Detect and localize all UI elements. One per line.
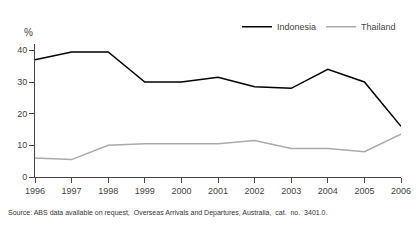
svg-text:2000: 2000 xyxy=(171,186,191,196)
svg-text:2006: 2006 xyxy=(391,186,411,196)
svg-text:Thailand: Thailand xyxy=(361,22,396,32)
svg-text:2004: 2004 xyxy=(318,186,338,196)
svg-text:30: 30 xyxy=(17,77,27,87)
svg-text:1997: 1997 xyxy=(62,186,82,196)
svg-text:0: 0 xyxy=(22,172,27,182)
svg-text:2001: 2001 xyxy=(208,186,228,196)
svg-text:Indonesia: Indonesia xyxy=(277,22,316,32)
svg-text:2002: 2002 xyxy=(245,186,265,196)
svg-text:1998: 1998 xyxy=(98,186,118,196)
svg-text:10: 10 xyxy=(17,140,27,150)
svg-text:2005: 2005 xyxy=(354,186,374,196)
svg-text:1999: 1999 xyxy=(135,186,155,196)
svg-text:Source: ABS data available on: Source: ABS data available on request, O… xyxy=(8,209,328,217)
svg-text:40: 40 xyxy=(17,45,27,55)
svg-text:20: 20 xyxy=(17,109,27,119)
svg-text:%: % xyxy=(24,27,33,38)
svg-text:2003: 2003 xyxy=(281,186,301,196)
svg-text:1996: 1996 xyxy=(25,186,45,196)
